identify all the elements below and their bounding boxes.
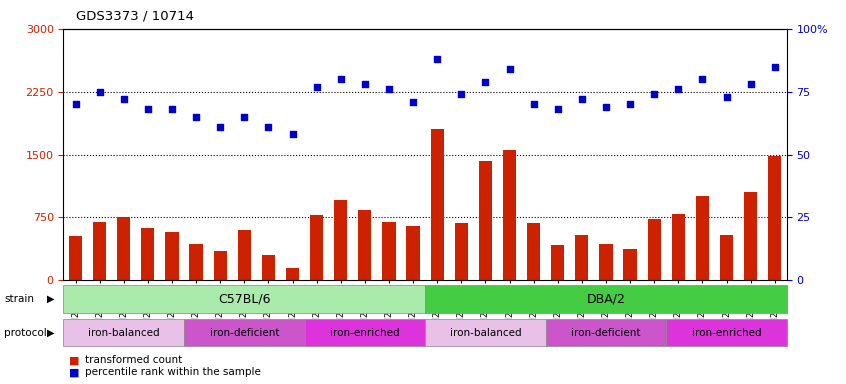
Bar bbox=[213, 251, 227, 280]
Bar bbox=[551, 245, 564, 280]
Point bbox=[93, 89, 107, 95]
Point bbox=[479, 79, 492, 85]
Bar bbox=[768, 156, 782, 280]
Point bbox=[431, 56, 444, 62]
Point bbox=[190, 114, 203, 120]
Bar bbox=[63, 319, 184, 346]
Point bbox=[261, 124, 275, 130]
Bar bbox=[720, 235, 733, 280]
Bar bbox=[184, 319, 305, 346]
Bar bbox=[117, 217, 130, 280]
Point bbox=[358, 81, 371, 87]
Bar bbox=[261, 255, 275, 280]
Point bbox=[286, 131, 299, 137]
Point bbox=[310, 84, 323, 90]
Bar bbox=[382, 222, 396, 280]
Text: iron-balanced: iron-balanced bbox=[88, 328, 160, 338]
Bar bbox=[647, 219, 661, 280]
Text: iron-enriched: iron-enriched bbox=[330, 328, 399, 338]
Bar bbox=[666, 319, 787, 346]
Text: C57BL/6: C57BL/6 bbox=[218, 293, 271, 306]
Bar bbox=[546, 319, 667, 346]
Bar bbox=[165, 232, 179, 280]
Point bbox=[165, 106, 179, 113]
Point bbox=[503, 66, 516, 72]
Point bbox=[238, 114, 251, 120]
Bar bbox=[141, 228, 155, 280]
Bar bbox=[431, 129, 444, 280]
Point bbox=[527, 101, 541, 107]
Text: strain: strain bbox=[4, 294, 34, 304]
Bar bbox=[406, 226, 420, 280]
Text: iron-deficient: iron-deficient bbox=[571, 328, 640, 338]
Bar bbox=[425, 285, 787, 313]
Text: ■: ■ bbox=[69, 367, 80, 377]
Point bbox=[382, 86, 396, 92]
Bar bbox=[305, 319, 425, 346]
Point bbox=[744, 81, 757, 87]
Bar bbox=[479, 161, 492, 280]
Point bbox=[334, 76, 348, 82]
Bar bbox=[744, 192, 757, 280]
Bar bbox=[190, 244, 203, 280]
Bar bbox=[624, 249, 637, 280]
Text: DBA/2: DBA/2 bbox=[586, 293, 625, 306]
Point bbox=[768, 63, 782, 70]
Text: iron-enriched: iron-enriched bbox=[692, 328, 761, 338]
Bar bbox=[599, 244, 613, 280]
Point bbox=[672, 86, 685, 92]
Point bbox=[551, 106, 564, 113]
Point bbox=[141, 106, 155, 113]
Bar bbox=[310, 215, 323, 280]
Point bbox=[69, 101, 82, 107]
Text: iron-deficient: iron-deficient bbox=[210, 328, 279, 338]
Bar bbox=[334, 200, 348, 280]
Bar bbox=[672, 214, 685, 280]
Bar bbox=[695, 197, 709, 280]
Text: iron-balanced: iron-balanced bbox=[449, 328, 521, 338]
Point bbox=[624, 101, 637, 107]
Point bbox=[575, 96, 589, 102]
Bar bbox=[286, 268, 299, 280]
Text: GDS3373 / 10714: GDS3373 / 10714 bbox=[76, 10, 194, 23]
Point bbox=[599, 104, 613, 110]
Bar bbox=[69, 236, 82, 280]
Bar bbox=[358, 210, 371, 280]
Bar bbox=[503, 149, 516, 280]
Bar bbox=[93, 222, 107, 280]
Text: ▶: ▶ bbox=[47, 294, 54, 304]
Point bbox=[695, 76, 709, 82]
Text: ▶: ▶ bbox=[47, 328, 54, 338]
Point bbox=[647, 91, 661, 97]
Point bbox=[720, 94, 733, 100]
Bar bbox=[63, 285, 425, 313]
Text: percentile rank within the sample: percentile rank within the sample bbox=[85, 367, 261, 377]
Text: transformed count: transformed count bbox=[85, 355, 182, 365]
Text: ■: ■ bbox=[69, 355, 80, 365]
Bar bbox=[454, 223, 468, 280]
Point bbox=[213, 124, 227, 130]
Point bbox=[454, 91, 468, 97]
Point bbox=[117, 96, 130, 102]
Point bbox=[406, 99, 420, 105]
Bar bbox=[575, 235, 589, 280]
Bar bbox=[527, 223, 541, 280]
Bar bbox=[238, 230, 251, 280]
Bar bbox=[425, 319, 546, 346]
Text: protocol: protocol bbox=[4, 328, 47, 338]
